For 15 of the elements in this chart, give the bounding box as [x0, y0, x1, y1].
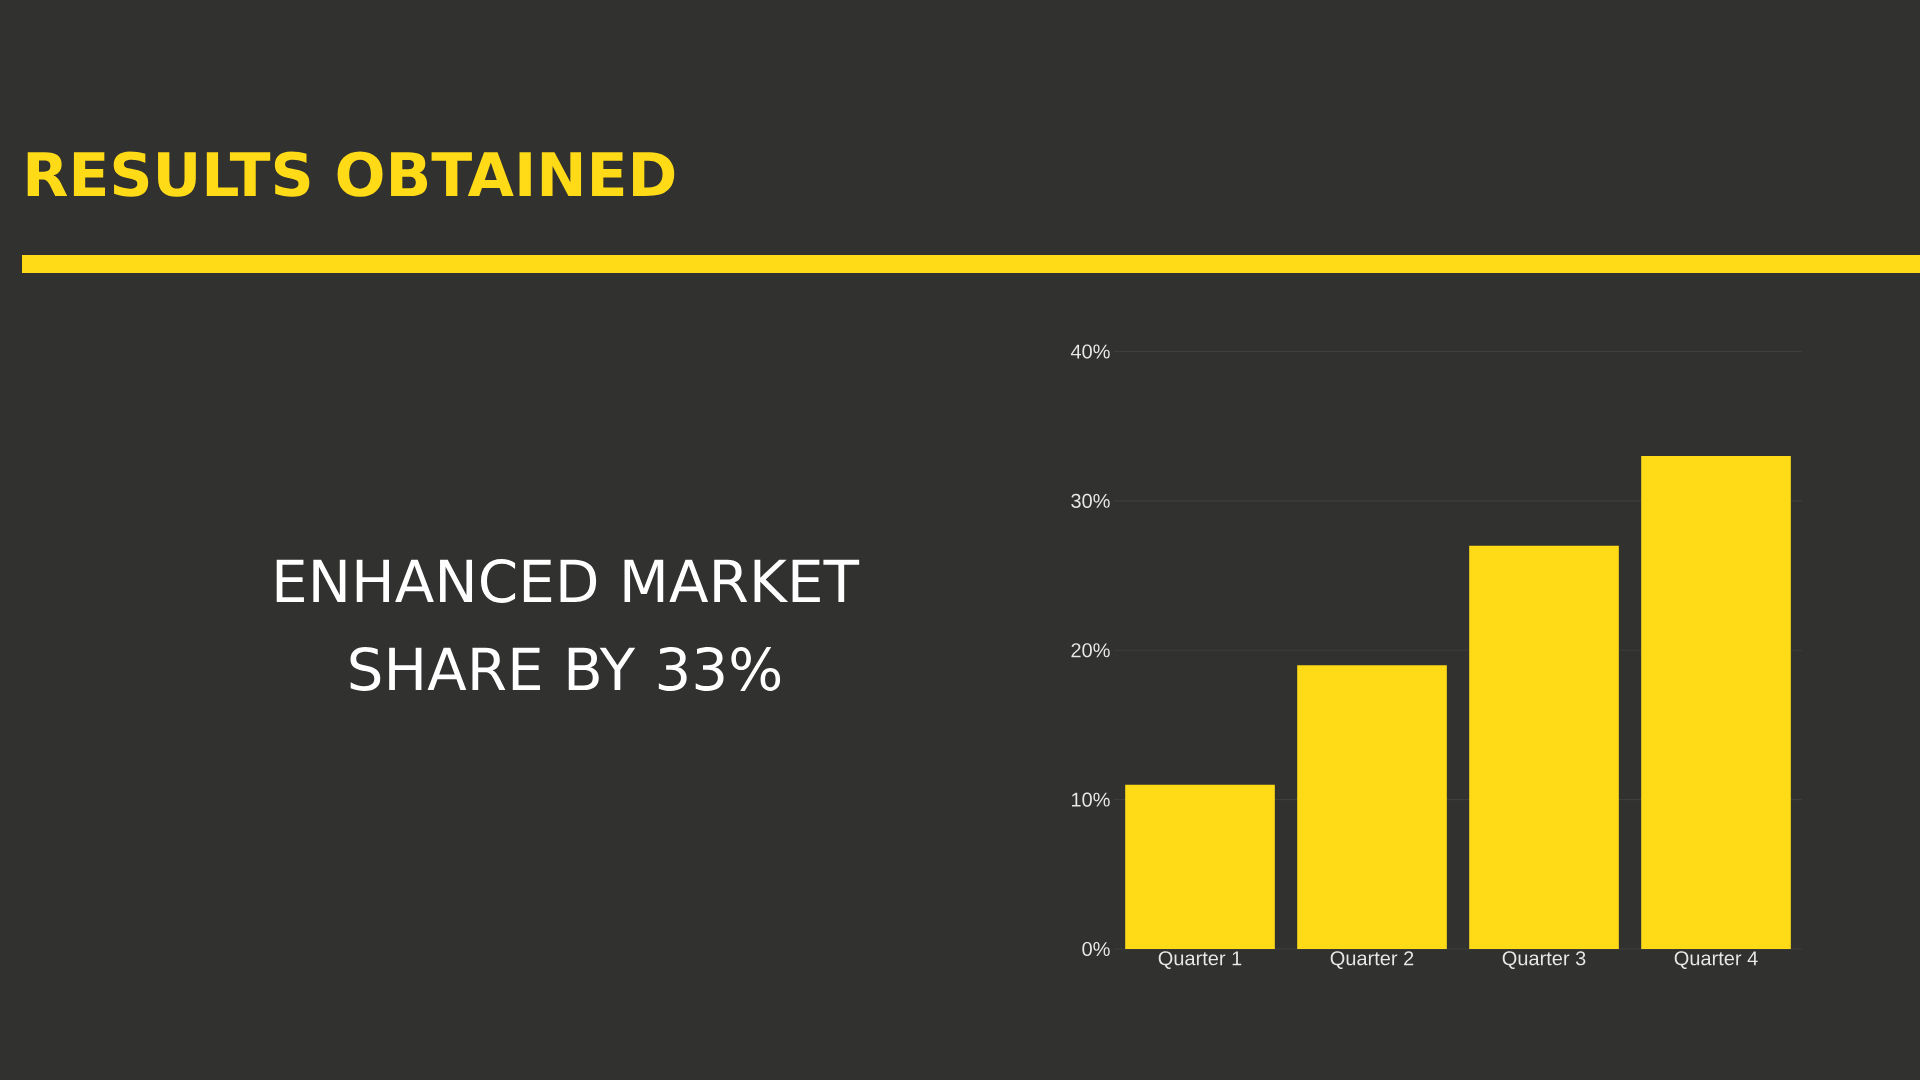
- x-tick-label: Quarter 2: [1330, 951, 1414, 969]
- bar: [1297, 665, 1447, 949]
- y-tick-label: 40%: [1070, 344, 1110, 359]
- y-tick-label: 10%: [1071, 792, 1110, 807]
- y-tick-label: 20%: [1071, 643, 1110, 658]
- y-tick-label: 30%: [1071, 493, 1110, 508]
- bar: [1641, 456, 1791, 949]
- x-tick-label: Quarter 3: [1502, 951, 1586, 969]
- x-tick-label: Quarter 4: [1674, 951, 1758, 969]
- text: RESULTS OBTAINED: [27, 151, 675, 197]
- bar: [1469, 545, 1619, 949]
- x-tick-label: Quarter 1: [1158, 951, 1242, 969]
- y-tick-label: 0%: [1082, 941, 1110, 957]
- text: ENHANCED MARKET SHARE BY 33%: [276, 559, 860, 691]
- bar: [1125, 784, 1275, 949]
